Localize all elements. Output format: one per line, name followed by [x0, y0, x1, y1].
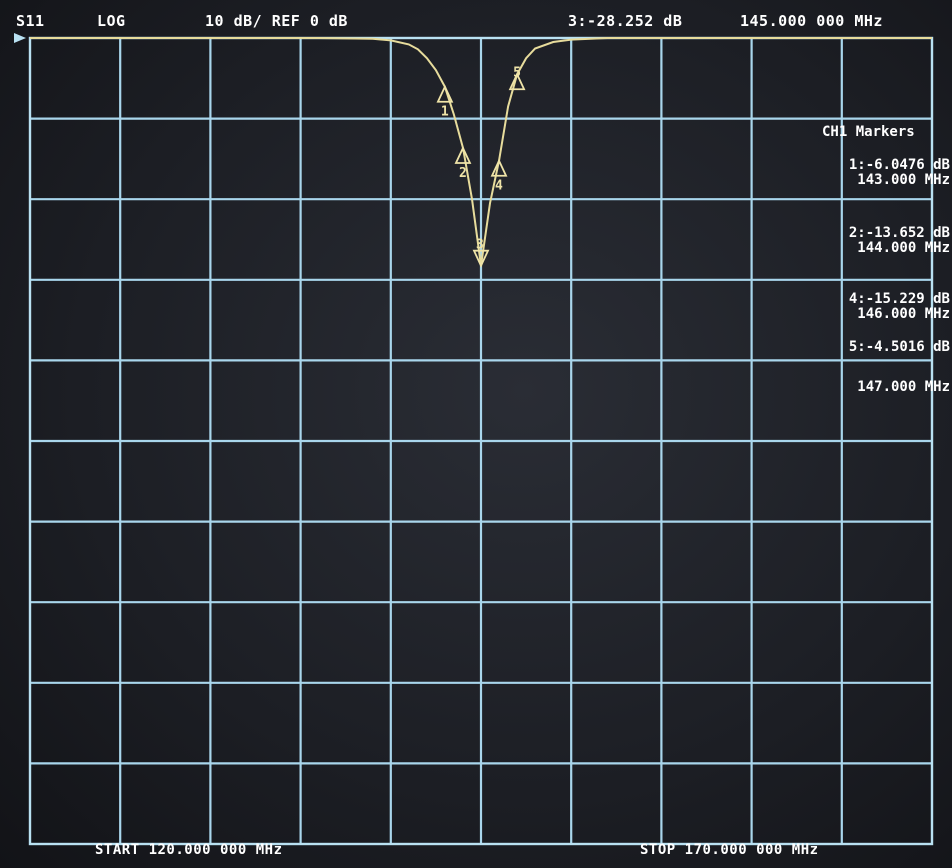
marker-label: 4 [495, 179, 503, 194]
marker-2-frequency: 144.000 MHz [857, 240, 950, 256]
graticule-frame [28, 36, 934, 846]
marker-triangle-icon [490, 158, 508, 177]
marker-5-frequency: 147.000 MHz [857, 379, 950, 395]
trace-line-1 [30, 37, 932, 266]
stop-frequency: STOP 170.000 000 MHz [640, 842, 819, 858]
marker-5-value: 5:-4.5016 dB [848, 339, 950, 355]
marker-1: 1 [436, 84, 454, 120]
marker-4: 4 [490, 158, 508, 194]
reference-level-arrow-icon [14, 33, 26, 43]
marker-1-value: 1:-6.0476 dB [848, 157, 950, 173]
marker-triangle-icon [454, 145, 472, 164]
marker-3: 3 [472, 238, 490, 268]
marker-label: 1 [441, 105, 449, 120]
marker-1-frequency: 143.000 MHz [857, 172, 950, 188]
marker-label: 2 [459, 166, 467, 181]
marker-label: 3 [476, 238, 484, 253]
active-marker-readout: 3:-28.252 dB [568, 12, 683, 30]
grid [14, 33, 934, 846]
marker-4-frequency: 146.000 MHz [857, 306, 950, 322]
marker-5: 5 [508, 65, 526, 91]
marker-triangle-icon [436, 84, 454, 103]
marker-layer: 1 2 3 4 5 [436, 65, 526, 268]
marker-triangle-icon [472, 249, 490, 268]
marker-label: 5 [513, 65, 521, 80]
markers-panel-title: CH1 Markers [822, 124, 915, 140]
marker-4-value: 4:-15.229 dB [848, 291, 950, 307]
active-marker-frequency: 145.000 000 MHz [740, 12, 883, 30]
marker-2-value: 2:-13.652 dB [848, 225, 950, 241]
scale-reference: 10 dB/ REF 0 dB [205, 12, 348, 30]
display-format: LOG [97, 12, 126, 30]
marker-triangle-icon [508, 72, 526, 91]
marker-2: 2 [454, 145, 472, 181]
measurement-parameter: S11 [16, 12, 45, 30]
trace-layer [30, 37, 932, 266]
start-frequency: START 120.000 000 MHz [95, 842, 283, 858]
